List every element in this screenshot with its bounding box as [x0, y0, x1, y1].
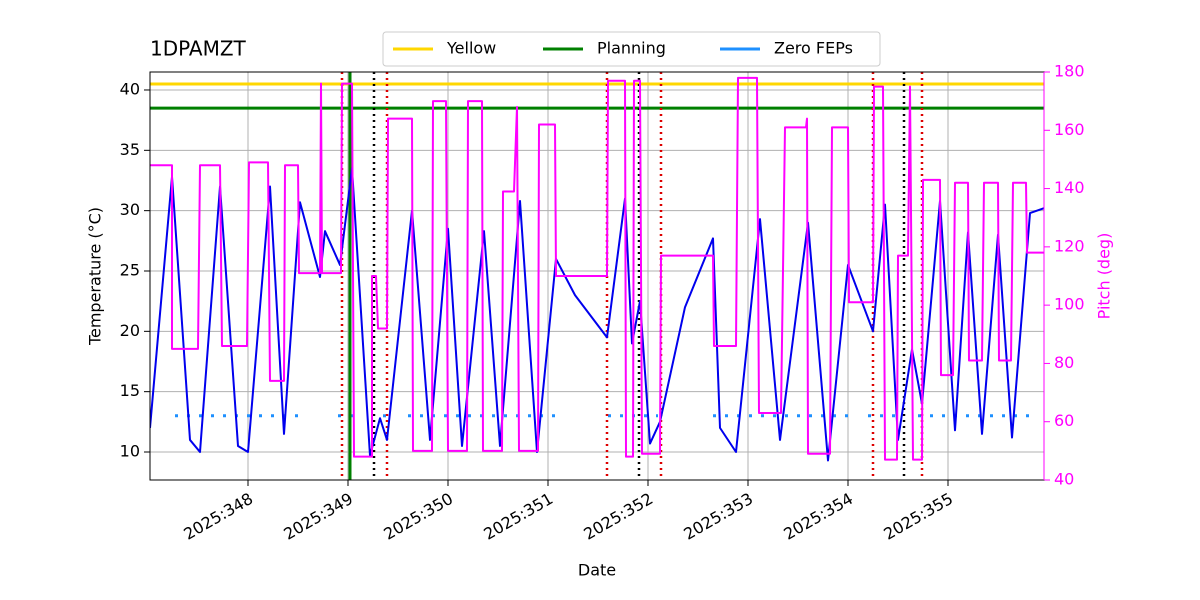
y2-tick-label: 160 — [1054, 120, 1085, 139]
y2-tick-label: 80 — [1054, 353, 1074, 372]
x-tick-label: 2025:354 — [780, 489, 856, 544]
y2-axis-label: Pitch (deg) — [1095, 233, 1114, 320]
x-tick-label: 2025:353 — [680, 489, 756, 544]
chart-title: 1DPAMZT — [150, 37, 247, 61]
y2-tick-label: 180 — [1054, 62, 1085, 81]
y2-tick-label: 40 — [1054, 470, 1074, 489]
plot-area — [150, 72, 1044, 480]
y-tick-label: 30 — [120, 200, 140, 219]
legend-label: Planning — [597, 39, 666, 58]
y-tick-label: 15 — [120, 381, 140, 400]
x-axis-label: Date — [578, 561, 616, 580]
x-tick-label: 2025:348 — [180, 489, 256, 544]
y-tick-label: 20 — [120, 321, 140, 340]
legend-label: Yellow — [446, 39, 496, 58]
x-tick-label: 2025:350 — [380, 489, 456, 544]
x-tick-label: 2025:351 — [480, 489, 556, 544]
y2-tick-label: 140 — [1054, 178, 1085, 197]
x-tick-label: 2025:349 — [280, 489, 356, 544]
legend-box — [382, 31, 881, 67]
y2-tick-label: 120 — [1054, 236, 1085, 255]
y-tick-label: 35 — [120, 140, 140, 159]
y-tick-label: 10 — [120, 442, 140, 461]
y-tick-label: 25 — [120, 260, 140, 279]
x-tick-label: 2025:352 — [580, 489, 656, 544]
series-line — [150, 76, 1044, 461]
x-tick-label: 2025:355 — [880, 489, 956, 544]
y-axis-label: Temperature (°C) — [86, 207, 105, 346]
y-tick-label: 40 — [120, 79, 140, 98]
y2-tick-label: 100 — [1054, 295, 1085, 314]
y2-tick-label: 60 — [1054, 411, 1074, 430]
legend-label: Zero FEPs — [774, 39, 853, 58]
